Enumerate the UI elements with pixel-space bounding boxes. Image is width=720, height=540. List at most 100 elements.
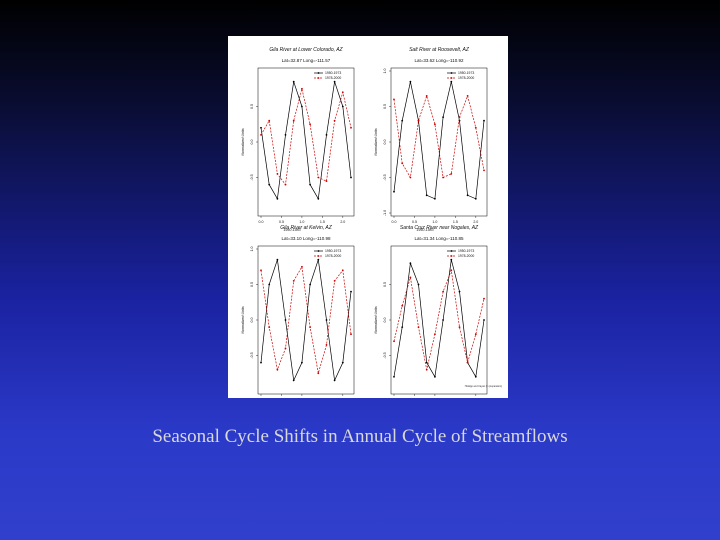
data-point — [333, 119, 336, 122]
data-point — [268, 119, 271, 122]
y-tick-label: 0.5 — [250, 104, 254, 109]
x-tick-label: 1.0 — [432, 220, 437, 224]
data-point — [276, 197, 279, 200]
data-point — [333, 280, 336, 282]
x-tick-label: 1.5 — [320, 220, 325, 224]
data-point — [284, 183, 287, 186]
legend-marker — [450, 255, 453, 257]
series-line-1 — [393, 81, 485, 200]
data-point — [284, 319, 287, 321]
chart-subtitle: Lat=33.10 Long=-110.98 — [282, 236, 331, 241]
data-point — [350, 126, 352, 129]
data-point — [417, 326, 420, 328]
plot-frame — [257, 245, 355, 395]
legend-label: 1978-2000 — [458, 76, 474, 80]
y-tick-label: -0.5 — [250, 352, 254, 358]
data-point — [276, 173, 279, 175]
legend-marker — [450, 72, 453, 74]
legend-marker — [317, 250, 320, 252]
series-line-2 — [393, 94, 485, 179]
data-point — [317, 372, 320, 375]
data-point — [350, 176, 352, 179]
x-tick-label: 2.0 — [473, 220, 478, 224]
x-tick-label: 2.0 — [340, 220, 345, 224]
chart-panel-3: Gila River at Kelvin, AZ Lat=33.10 Long=-… — [241, 225, 355, 396]
chart-panel-2: Salt River at Roosevelt, AZ Lat=33.62 Lon… — [374, 47, 488, 232]
legend-label: 1950-1973 — [325, 71, 341, 75]
series-line-1 — [393, 259, 485, 378]
series-line-2 — [260, 265, 352, 374]
chart-subtitle: Lat=33.62 Long=-110.92 — [415, 58, 464, 63]
data-point — [333, 80, 336, 83]
series-line-2 — [393, 268, 485, 370]
data-point — [474, 197, 477, 200]
data-point — [434, 333, 436, 336]
chart-subtitle: Lat=31.34 Long=-110.85 — [415, 236, 464, 241]
data-point — [442, 176, 444, 179]
data-point — [325, 180, 328, 183]
data-point — [341, 105, 344, 108]
data-point — [309, 183, 311, 186]
data-point — [442, 116, 444, 118]
x-axis-caption: 1950-1983 — [416, 228, 433, 232]
chart-panel-1: Gila River at Lower Colorado, AZ Lat=32.8… — [241, 47, 355, 232]
data-point — [393, 190, 395, 193]
data-point — [401, 119, 404, 122]
data-point — [450, 269, 453, 272]
data-point — [350, 290, 352, 293]
data-point — [341, 361, 344, 364]
y-axis-label: Normalized Units — [241, 128, 245, 156]
y-tick-label: 1.0 — [250, 247, 254, 252]
data-point — [301, 361, 303, 364]
y-tick-label: 1.0 — [383, 69, 387, 74]
data-point — [284, 134, 287, 136]
legend-label: 1978-2000 — [325, 254, 341, 258]
legend-label: 1950-1973 — [325, 249, 341, 253]
data-point — [417, 119, 420, 122]
data-point — [325, 344, 328, 346]
data-point — [483, 297, 485, 300]
data-point — [341, 269, 344, 272]
y-tick-label: 0.5 — [383, 104, 387, 109]
data-point — [393, 375, 395, 378]
y-tick-label: -0.5 — [383, 174, 387, 180]
chart-subtitle: Lat=32.87 Long=-111.57 — [282, 58, 331, 63]
data-point — [450, 173, 453, 175]
data-point — [425, 194, 428, 197]
series-line-1 — [260, 81, 352, 200]
data-point — [393, 98, 395, 101]
streamflow-figure: Gila River at Lower Colorado, AZ Lat=32.8… — [228, 36, 508, 398]
data-point — [393, 340, 395, 343]
data-point — [309, 123, 311, 126]
plot-frame — [390, 67, 488, 217]
data-point — [301, 87, 303, 90]
series-line-1 — [260, 259, 352, 382]
series-line-2 — [260, 88, 352, 186]
chart-title: Santa Cruz River near Nogales, AZ — [400, 225, 479, 231]
data-point — [466, 361, 469, 364]
y-tick-label: 0.0 — [250, 140, 254, 145]
data-point — [260, 269, 262, 272]
x-tick-label: 0.5 — [412, 220, 417, 224]
data-point — [333, 379, 336, 382]
data-point — [309, 283, 311, 286]
data-point — [425, 368, 428, 371]
x-axis-caption: 1950-1983 — [283, 228, 300, 232]
figure-panels: Gila River at Lower Colorado, AZ Lat=32.8… — [241, 47, 502, 396]
data-point — [483, 319, 485, 321]
data-point — [325, 319, 328, 321]
legend-label: 1978-2000 — [325, 76, 341, 80]
data-point — [317, 176, 320, 179]
y-axis-label: Normalized Units — [241, 306, 245, 334]
data-point — [276, 368, 279, 371]
legend-marker — [317, 255, 320, 257]
data-point — [292, 80, 295, 83]
data-point — [268, 326, 271, 328]
data-point — [284, 347, 287, 350]
y-tick-label: 0.0 — [250, 318, 254, 323]
data-point — [425, 95, 428, 97]
y-axis-label: Normalized Units — [374, 306, 378, 334]
data-point — [276, 258, 279, 261]
figure-credit: Hidalgo and Cayan (in preparation) — [465, 385, 502, 388]
data-point — [442, 290, 444, 293]
